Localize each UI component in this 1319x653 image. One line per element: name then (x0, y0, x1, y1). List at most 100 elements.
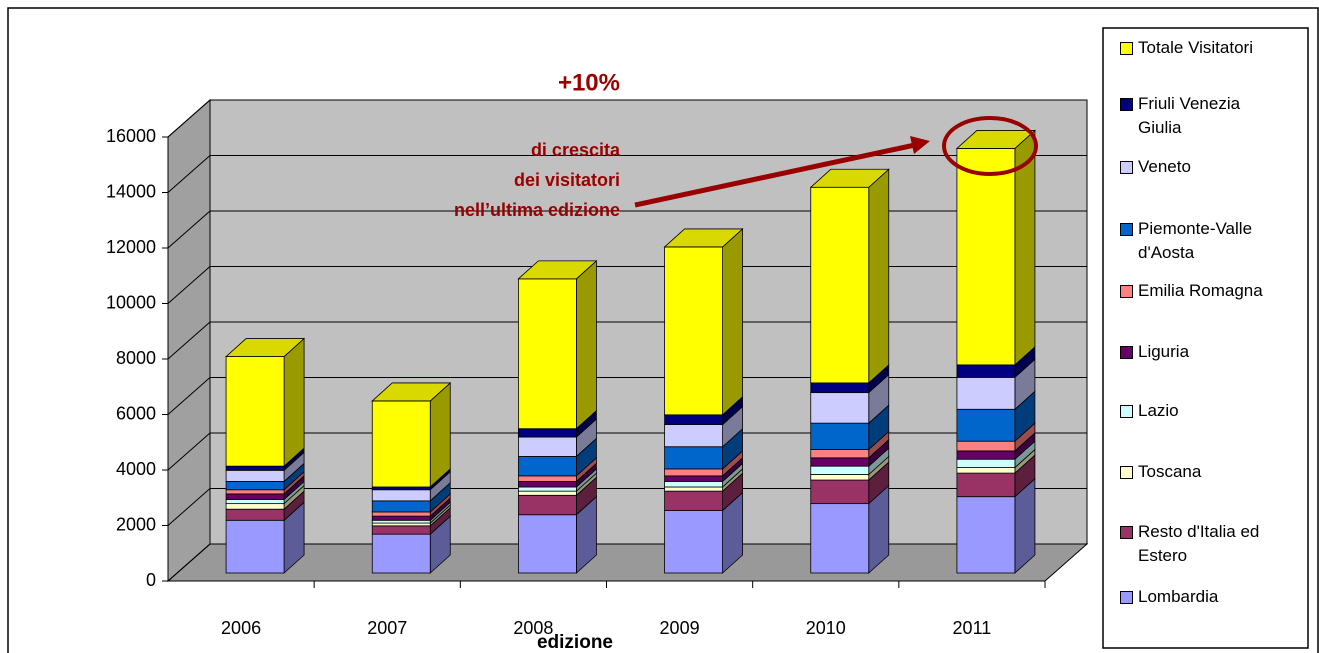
legend-label: Emilia Romagna (1138, 281, 1263, 300)
bar (810, 465, 870, 475)
y-tick-label: 4000 (116, 459, 156, 479)
bar (371, 525, 431, 535)
legend-swatch (1120, 526, 1133, 539)
legend-label: Liguria (1138, 342, 1190, 361)
bar (225, 356, 285, 467)
legend-label: Resto d'Italia ed Estero (1138, 522, 1260, 565)
grid-line (167, 432, 1087, 471)
grid-line (167, 543, 1087, 582)
legend-item: Emilia Romagna (1120, 279, 1305, 303)
legend-swatch (1120, 42, 1133, 55)
bar-side (722, 228, 743, 416)
bar (810, 503, 870, 574)
bar-top (955, 130, 1036, 149)
legend-swatch (1120, 98, 1133, 111)
bar (225, 499, 285, 505)
bar (664, 414, 723, 425)
bar (518, 490, 577, 496)
legend-swatch (1120, 466, 1133, 479)
bar (518, 494, 577, 516)
legend-label: Veneto (1138, 157, 1191, 176)
annotation-text: nell’ultima edizione (454, 200, 620, 220)
y-tick-label: 14000 (106, 181, 156, 201)
bar (371, 522, 431, 527)
y-tick-label: 6000 (116, 403, 156, 423)
y-tick-label: 2000 (116, 514, 156, 534)
bar (810, 457, 870, 467)
bar (518, 475, 577, 482)
bar (956, 450, 1016, 460)
bar (225, 465, 285, 471)
legend-label: Piemonte-Valle d'Aosta (1138, 219, 1253, 262)
x-tick-label: 2006 (221, 618, 261, 638)
y-tick-label: 0 (146, 570, 156, 590)
y-tick-label: 12000 (106, 237, 156, 257)
bar (956, 496, 1016, 574)
bar (664, 246, 723, 416)
bar (664, 424, 723, 448)
bar-top (809, 168, 890, 188)
bar (518, 278, 577, 430)
legend-item: Friuli Venezia Giulia (1120, 92, 1305, 140)
legend-item: Veneto (1120, 155, 1305, 179)
walls: 0 2000 4000 6000 8000 10000 12000 14000 16000 200… (106, 98, 1089, 638)
grid-line (167, 488, 1087, 526)
bar (956, 148, 1016, 366)
legend-label: Totale Visitatori (1138, 38, 1253, 57)
y-tick-label: 16000 (106, 126, 156, 146)
legend-swatch (1120, 223, 1133, 236)
bar (371, 500, 431, 513)
bar (371, 515, 431, 521)
bar (518, 481, 577, 488)
grid-line (167, 210, 1087, 249)
bar-top (225, 338, 306, 357)
annotation-text: +10% (558, 69, 620, 96)
annotation-text: di crescita (531, 140, 621, 160)
bar-top (371, 382, 452, 402)
bar (225, 481, 285, 491)
bar (810, 474, 870, 481)
legend-item: Piemonte-Valle d'Aosta (1120, 217, 1305, 265)
arrow-head (910, 136, 930, 154)
bar (810, 479, 870, 505)
legend-box (1102, 27, 1309, 649)
legend-swatch (1120, 346, 1133, 359)
floor (166, 543, 1089, 582)
legend-label: Toscana (1138, 462, 1202, 481)
bar (664, 475, 723, 482)
grid-line (167, 155, 1087, 193)
frame (7, 7, 1319, 653)
bar (956, 408, 1016, 442)
legend-label: Lombardia (1138, 587, 1219, 606)
bar-side (576, 259, 597, 430)
bars (225, 129, 1036, 574)
bar (225, 493, 285, 500)
bar (371, 489, 431, 502)
legend-swatch (1120, 161, 1133, 174)
bar (956, 458, 1016, 468)
legend-label: Friuli Venezia Giulia (1138, 94, 1241, 137)
bar (664, 510, 723, 574)
bar (956, 440, 1016, 452)
bar (518, 436, 577, 457)
bar (371, 486, 431, 491)
highlight-ellipse (942, 116, 1038, 176)
legend-label: Lazio (1138, 401, 1179, 420)
bar (371, 533, 431, 574)
legend-item: Liguria (1120, 340, 1305, 364)
bar (225, 503, 285, 510)
legend-item: Lazio (1120, 399, 1305, 423)
y-tick-label: 8000 (116, 348, 156, 368)
bar (956, 364, 1016, 378)
legend-item: Totale Visitatori (1120, 36, 1305, 60)
bar (956, 472, 1016, 498)
bar-top (517, 260, 598, 280)
bar (956, 376, 1016, 410)
bar (956, 467, 1016, 474)
bar (664, 468, 723, 477)
x-axis-label: edizione (537, 632, 613, 653)
arrow (634, 142, 916, 208)
grid-line (167, 377, 1087, 415)
bar (371, 519, 431, 524)
